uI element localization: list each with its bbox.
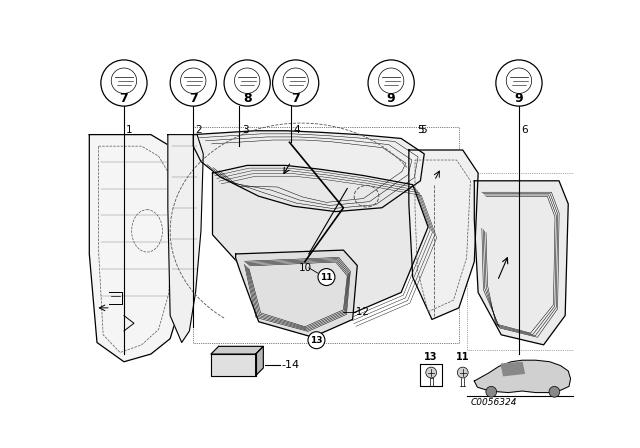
Polygon shape [193, 131, 424, 211]
Polygon shape [236, 250, 357, 337]
Polygon shape [212, 165, 428, 315]
Polygon shape [90, 134, 188, 362]
Text: 7: 7 [189, 91, 198, 104]
Circle shape [308, 332, 325, 349]
Text: 2: 2 [196, 125, 202, 134]
Text: 10: 10 [299, 263, 312, 273]
Text: C0056324: C0056324 [470, 398, 517, 407]
Circle shape [368, 60, 414, 106]
Circle shape [273, 60, 319, 106]
Text: 8: 8 [243, 91, 252, 104]
Text: 9: 9 [515, 91, 524, 104]
Polygon shape [168, 134, 204, 343]
Polygon shape [211, 354, 255, 375]
Text: 3: 3 [242, 125, 248, 134]
Text: 9: 9 [387, 91, 396, 104]
Circle shape [318, 269, 335, 285]
Polygon shape [211, 346, 263, 354]
Text: 5: 5 [420, 125, 427, 134]
Text: 4: 4 [293, 125, 300, 134]
Text: 7: 7 [291, 91, 300, 104]
Circle shape [426, 367, 436, 378]
Text: 11: 11 [456, 352, 470, 362]
Circle shape [496, 60, 542, 106]
Text: 1: 1 [126, 125, 133, 134]
Polygon shape [255, 346, 263, 375]
Text: 7: 7 [120, 91, 129, 104]
Circle shape [486, 386, 497, 397]
Polygon shape [474, 181, 568, 345]
Text: 11: 11 [320, 272, 333, 281]
Circle shape [170, 60, 216, 106]
Circle shape [458, 367, 468, 378]
Text: -12: -12 [353, 307, 370, 317]
Text: 13: 13 [310, 336, 323, 345]
Circle shape [224, 60, 270, 106]
Text: 6: 6 [521, 125, 528, 134]
Text: 5: 5 [417, 125, 424, 134]
Polygon shape [409, 150, 478, 319]
Circle shape [101, 60, 147, 106]
Circle shape [549, 386, 560, 397]
Polygon shape [501, 362, 524, 375]
Text: 13: 13 [424, 352, 438, 362]
Polygon shape [474, 360, 570, 392]
Text: -14: -14 [282, 360, 300, 370]
